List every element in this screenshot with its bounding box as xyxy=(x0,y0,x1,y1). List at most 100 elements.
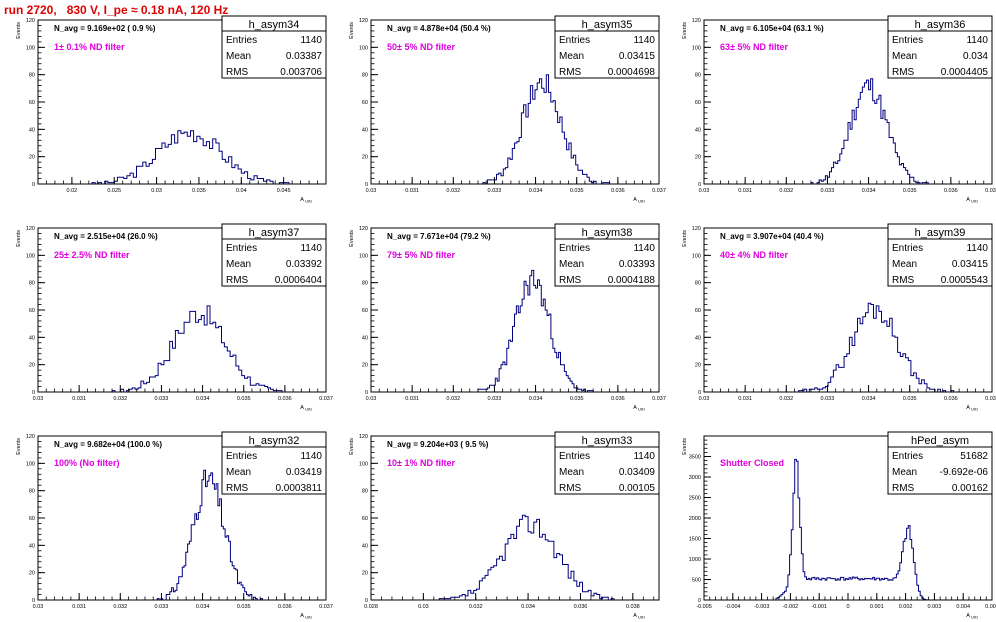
y-tick-label: 120 xyxy=(26,18,35,24)
y-tick-label: 20 xyxy=(362,155,368,161)
x-tick-label: 0.034 xyxy=(196,604,210,610)
n-avg-label: N_avg = 7.671e+04 (79.2 %) xyxy=(387,232,491,241)
stats-box xyxy=(221,15,327,79)
x-tick-label: 0.036 xyxy=(278,604,292,610)
stats-label: Mean xyxy=(559,51,584,62)
filter-label: 25± 2.5% ND filter xyxy=(54,250,130,260)
stats-label: Mean xyxy=(892,259,917,270)
stats-label: Mean xyxy=(226,259,251,270)
x-tick-label: 0.03 xyxy=(699,188,710,194)
histogram-panel-h_asym39: 0 20 40 60 80 100 120 0.03 0.031 0.032 0.033 0.034 0… xyxy=(682,223,996,412)
x-tick-label: 0.035 xyxy=(570,396,584,402)
x-tick-label: -0.001 xyxy=(811,604,827,610)
x-tick-label: 0.038 xyxy=(626,604,640,610)
y-tick-label: 60 xyxy=(695,100,701,106)
stats-title: h_asym35 xyxy=(582,19,633,31)
histogram-bars xyxy=(111,305,285,393)
x-tick-label: 0.036 xyxy=(574,604,588,610)
histogram-bars xyxy=(88,130,293,185)
stats-value: 1140 xyxy=(300,35,322,46)
stats-label: RMS xyxy=(559,483,582,494)
y-tick-label: 500 xyxy=(692,578,701,584)
stats-label: Mean xyxy=(226,51,251,62)
x-tick-label: 0.034 xyxy=(529,396,543,402)
x-tick-label: 0.031 xyxy=(738,188,752,194)
histogram-panel-hPed_asym: 0 500 1000 1500 2000 2500 3000 3500 -0.005 -0.004… xyxy=(682,431,996,620)
stats-label: Mean xyxy=(892,467,917,478)
x-tick-label: 0.004 xyxy=(956,604,970,610)
x-tick-label: 0.002 xyxy=(899,604,913,610)
x-tick-label: 0.034 xyxy=(862,396,876,402)
x-tick-label: 0.03 xyxy=(33,396,44,402)
y-tick-label: 20 xyxy=(695,363,701,369)
x-axis-title: A UID xyxy=(300,197,312,204)
x-tick-label: -0.002 xyxy=(783,604,799,610)
y-tick-label: 20 xyxy=(29,155,35,161)
x-tick-label: 0.036 xyxy=(611,188,625,194)
x-tick-label: 0.031 xyxy=(405,188,419,194)
x-tick-label: 0.037 xyxy=(319,604,333,610)
y-tick-label: 40 xyxy=(362,127,368,133)
x-tick-label: 0.031 xyxy=(405,396,419,402)
y-tick-label: 0 xyxy=(32,182,35,188)
stats-title: h_asym38 xyxy=(582,227,633,239)
x-tick-label: 0.031 xyxy=(72,396,86,402)
stats-value: 0.0004405 xyxy=(941,67,989,78)
x-tick-label: 0.034 xyxy=(196,396,210,402)
stats-box xyxy=(221,431,327,495)
histogram-panel-h_asym38: 0 20 40 60 80 100 120 0.03 0.031 0.032 0.033 0.034 0… xyxy=(349,223,666,412)
stats-value: 1140 xyxy=(633,35,655,46)
y-tick-label: 20 xyxy=(362,571,368,577)
n-avg-label: N_avg = 6.105e+04 (63.1 %) xyxy=(720,24,824,33)
x-tick-label: 0.033 xyxy=(155,604,169,610)
histogram-panel-h_asym37: 0 20 40 60 80 100 120 0.03 0.031 0.032 0.033 0.034 0… xyxy=(16,223,333,412)
x-tick-label: 0.036 xyxy=(944,188,958,194)
x-tick-label: 0.03 xyxy=(418,604,429,610)
stats-value: 0.0006404 xyxy=(275,275,323,286)
n-avg-label: N_avg = 9.682e+04 (100.0 %) xyxy=(54,440,162,449)
stats-value: 0.03415 xyxy=(952,259,989,270)
y-tick-label: 2500 xyxy=(689,496,701,502)
histogram-panel-h_asym34: 0 20 40 60 80 100 120 0.02 0.025 0.03 0.035 0.04 0.0… xyxy=(16,15,327,204)
y-tick-label: 120 xyxy=(692,18,701,24)
x-tick-label: 0.034 xyxy=(521,604,535,610)
x-tick-label: 0.037 xyxy=(985,396,996,402)
y-tick-label: 0 xyxy=(698,598,701,604)
n-avg-label: N_avg = 4.878e+04 (50.4 %) xyxy=(387,24,491,33)
x-axis-title: A UID xyxy=(633,613,645,620)
x-tick-label: 0.032 xyxy=(113,396,127,402)
stats-label: Entries xyxy=(892,35,923,46)
x-axis-title: A UID xyxy=(966,405,978,412)
y-tick-label: 120 xyxy=(359,18,368,24)
y-axis-title: Events xyxy=(349,438,355,455)
stats-value: 0.003706 xyxy=(280,67,322,78)
n-avg-label: N_avg = 3.907e+04 (40.4 %) xyxy=(720,232,824,241)
y-axis-title: Events xyxy=(682,438,688,455)
y-tick-label: 3500 xyxy=(689,455,701,461)
run-title: run 2720, 830 V, I_pe ≈ 0.18 nA, 120 Hz xyxy=(4,3,229,17)
y-axis-title: Events xyxy=(16,22,22,39)
histogram-panel-h_asym35: 0 20 40 60 80 100 120 0.03 0.031 0.032 0.033 0.034 0… xyxy=(349,15,666,204)
y-tick-label: 40 xyxy=(29,335,35,341)
stats-label: Entries xyxy=(559,451,590,462)
y-tick-label: 80 xyxy=(695,73,701,79)
y-tick-label: 40 xyxy=(695,127,701,133)
stats-title: h_asym36 xyxy=(915,19,966,31)
stats-label: Mean xyxy=(559,467,584,478)
stats-label: Mean xyxy=(226,467,251,478)
stats-title: h_asym34 xyxy=(249,19,300,31)
y-tick-label: 0 xyxy=(32,390,35,396)
filter-label: 40± 4% ND filter xyxy=(720,250,788,260)
stats-value: 0.034 xyxy=(963,51,988,62)
filter-label: 10± 1% ND filter xyxy=(387,458,455,468)
x-tick-label: 0.032 xyxy=(113,604,127,610)
stats-value: 0.00162 xyxy=(952,483,989,494)
stats-label: Entries xyxy=(892,451,923,462)
x-tick-label: 0.04 xyxy=(236,188,247,194)
y-tick-label: 2000 xyxy=(689,516,701,522)
x-tick-label: 0.035 xyxy=(237,396,251,402)
stats-value: 0.03392 xyxy=(286,259,323,270)
filter-label: 63± 5% ND filter xyxy=(720,42,788,52)
y-tick-label: 20 xyxy=(362,363,368,369)
x-tick-label: 0.028 xyxy=(364,604,378,610)
